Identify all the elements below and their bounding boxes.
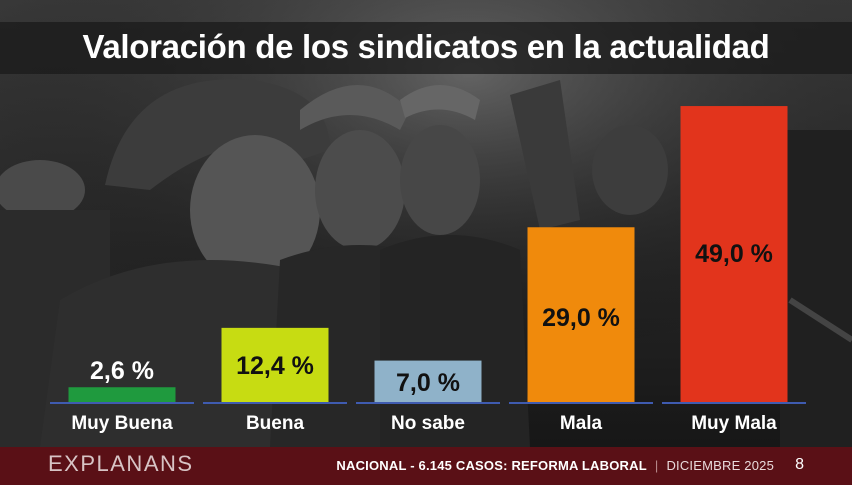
footer-bar: EXPLANANS NACIONAL - 6.145 CASOS: REFORM… (0, 447, 852, 485)
value-label-muy-mala: 49,0 % (695, 240, 773, 268)
footer-divider: | (654, 458, 659, 473)
bar-muy-buena (68, 387, 176, 403)
value-label-muy-buena: 2,6 % (90, 357, 154, 385)
survey-info: NACIONAL - 6.145 CASOS: (336, 458, 512, 473)
category-label-no-sabe: No sabe (391, 413, 465, 434)
bar-buena (221, 327, 329, 403)
value-label-mala: 29,0 % (542, 304, 620, 332)
survey-topic: REFORMA LABORAL (511, 458, 647, 473)
bar-muy-mala (680, 106, 788, 403)
bar-no-sabe (374, 360, 482, 403)
category-label-buena: Buena (246, 413, 305, 434)
survey-date: DICIEMBRE 2025 (666, 458, 774, 473)
value-label-buena: 12,4 % (236, 352, 314, 380)
bar-mala (527, 227, 635, 403)
title-band (0, 22, 852, 74)
page-number: 8 (795, 456, 804, 473)
category-label-mala: Mala (560, 413, 603, 434)
value-label-no-sabe: 7,0 % (396, 369, 460, 397)
category-label-muy-mala: Muy Mala (691, 413, 777, 434)
category-label-muy-buena: Muy Buena (71, 413, 173, 434)
brand-logo: EXPLANANS (48, 451, 194, 476)
chart-title: Valoración de los sindicatos en la actua… (82, 28, 770, 65)
footer-info: NACIONAL - 6.145 CASOS: REFORMA LABORAL |… (336, 458, 774, 473)
